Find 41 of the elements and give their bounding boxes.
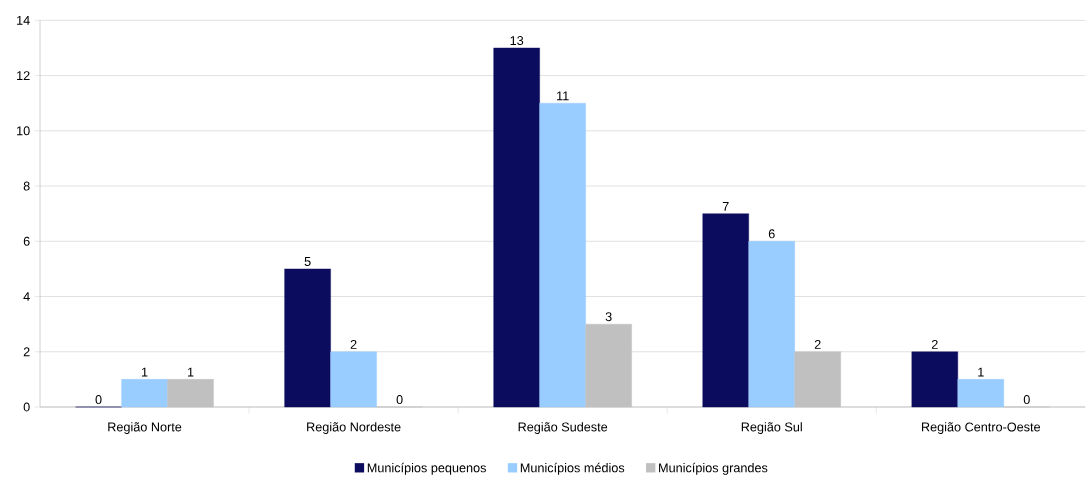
y-tick-label: 2 [23,347,30,357]
data-label: 1 [978,367,984,377]
data-label: 6 [768,229,775,239]
x-tick-label: Região Centro-Oeste [921,422,1041,434]
data-label: 2 [931,339,938,349]
y-tick-label: 14 [17,15,30,25]
data-label: 0 [396,395,403,405]
bar [493,47,540,408]
y-tick-label: 12 [17,71,30,80]
bar [330,351,377,408]
legend-label: Municípios médios [520,462,625,475]
x-tick-label: Região Sul [741,422,802,434]
bar [284,268,331,408]
data-label: 0 [1023,395,1030,405]
data-label: 11 [557,91,569,101]
data-label: 2 [814,339,821,349]
bar [121,379,168,408]
x-tick-label: Região Sudeste [518,422,608,434]
bar [748,241,795,408]
data-label: 5 [304,257,311,266]
data-label: 3 [605,312,612,322]
legend-label: Municípios grandes [659,462,768,475]
bar [167,379,214,408]
data-label: 0 [95,395,102,405]
data-label: 2 [350,339,357,349]
data-label: 1 [187,367,194,377]
data-label: 1 [141,367,148,377]
y-tick-label: 6 [23,236,30,246]
y-tick-label: 8 [23,181,30,191]
bar [957,379,1004,408]
y-tick-label: 10 [17,126,30,136]
y-tick-label: 4 [23,292,30,301]
data-label: 7 [722,202,729,211]
bar [539,102,586,408]
y-tick-label: 0 [23,402,30,412]
x-tick-label: Região Nordeste [307,422,401,434]
data-label: 13 [510,36,524,46]
x-tick-label: Região Norte [108,422,182,434]
bar [702,213,749,408]
bar [911,351,958,408]
legend-label: Municípios pequenos [367,462,486,475]
